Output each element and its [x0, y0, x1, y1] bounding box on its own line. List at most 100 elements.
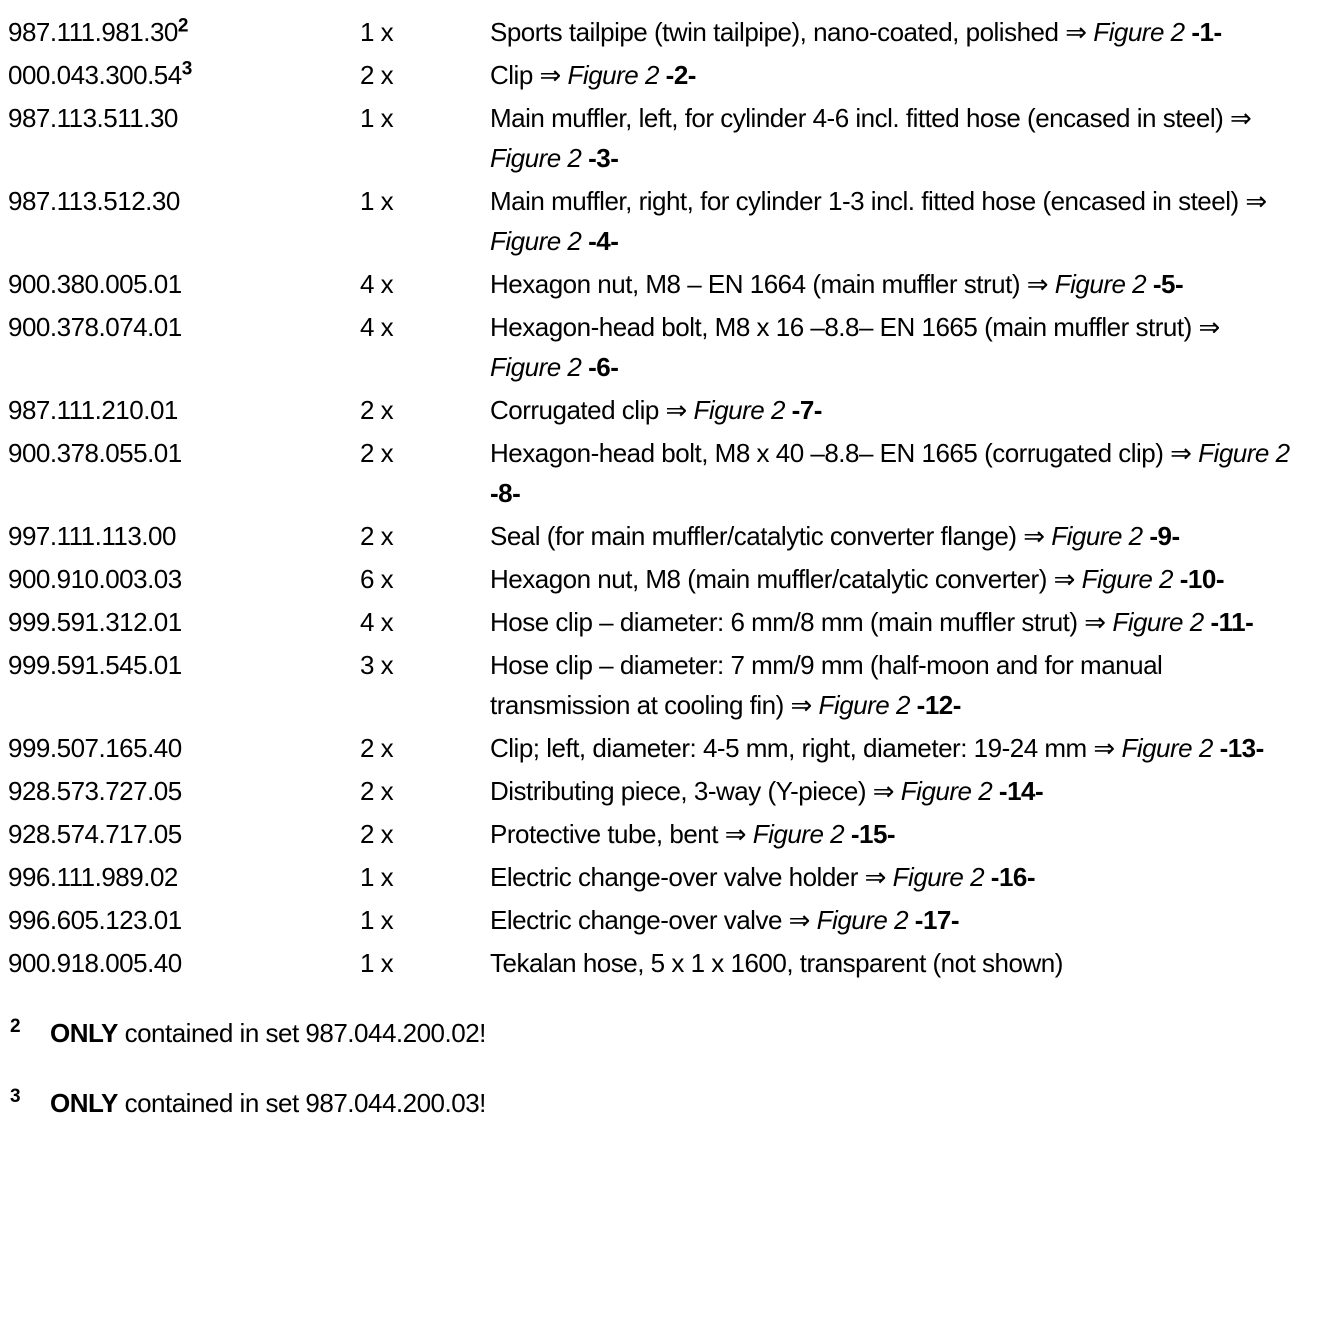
- double-arrow-icon: ⇒: [781, 905, 817, 935]
- figure-reference: Figure 2: [752, 819, 845, 849]
- double-arrow-icon: ⇒: [717, 819, 753, 849]
- double-arrow-icon: ⇒: [1163, 438, 1199, 468]
- figure-reference: Figure 2: [490, 143, 582, 173]
- part-number: 928.574.717.05: [8, 819, 182, 849]
- table-row: 900.910.003.03 6 x Hexagon nut, M8 (main…: [8, 559, 1296, 599]
- double-arrow-icon: ⇒: [857, 862, 893, 892]
- part-description: Hexagon-head bolt, M8 x 40 –8.8– EN 1665…: [490, 438, 1290, 508]
- quantity: 1 x: [360, 862, 394, 892]
- table-row: 987.111.210.01 2 x Corrugated clip ⇒ Fig…: [8, 390, 1296, 430]
- double-arrow-icon: ⇒: [1046, 564, 1082, 594]
- part-number: 900.378.055.01: [8, 438, 182, 468]
- figure-reference: Figure 2: [567, 60, 660, 90]
- figure-item-number: -7-: [791, 395, 823, 425]
- table-row: 900.380.005.01 4 x Hexagon nut, M8 – EN …: [8, 264, 1296, 304]
- figure-reference: Figure 2: [1051, 521, 1143, 551]
- figure-reference: Figure 2: [1112, 607, 1204, 637]
- part-description: Hexagon-head bolt, M8 x 16 –8.8– EN 1665…: [490, 312, 1220, 382]
- part-description: Protective tube, bent ⇒ Figure 2 -15-: [490, 819, 896, 849]
- table-row: 987.111.981.302 1 x Sports tailpipe (twi…: [8, 12, 1296, 52]
- part-description: Corrugated clip ⇒ Figure 2 -7-: [490, 395, 823, 425]
- double-arrow-icon: ⇒: [658, 395, 694, 425]
- table-row: 900.378.074.01 4 x Hexagon-head bolt, M8…: [8, 307, 1296, 387]
- part-number: 999.591.312.01: [8, 607, 182, 637]
- quantity: 2 x: [360, 819, 394, 849]
- part-number: 900.378.074.01: [8, 312, 182, 342]
- part-number: 928.573.727.05: [8, 776, 182, 806]
- figure-item-number: -8-: [490, 478, 521, 508]
- figure-item-number: -14-: [998, 776, 1044, 806]
- quantity: 6 x: [360, 564, 394, 594]
- part-number: 996.111.989.02: [8, 862, 178, 892]
- double-arrow-icon: ⇒: [532, 60, 568, 90]
- table-row: 999.591.545.01 3 x Hose clip – diameter:…: [8, 645, 1296, 725]
- quantity: 2 x: [360, 521, 394, 551]
- figure-item-number: -6-: [588, 352, 619, 382]
- figure-reference: Figure 2: [693, 395, 786, 425]
- double-arrow-icon: ⇒: [1191, 312, 1220, 342]
- figure-reference: Figure 2: [816, 905, 909, 935]
- part-description: Main muffler, left, for cylinder 4-6 inc…: [490, 103, 1252, 173]
- table-row: 987.113.511.30 1 x Main muffler, left, f…: [8, 98, 1296, 178]
- quantity: 3 x: [360, 650, 394, 680]
- part-number: 987.113.512.30: [8, 186, 180, 216]
- part-description: Tekalan hose, 5 x 1 x 1600, transparent …: [490, 948, 1063, 978]
- part-description: Sports tailpipe (twin tailpipe), nano-co…: [490, 17, 1222, 47]
- figure-reference: Figure 2: [1081, 564, 1174, 594]
- table-row: 999.591.312.01 4 x Hose clip – diameter:…: [8, 602, 1296, 642]
- figure-item-number: -9-: [1149, 521, 1180, 551]
- footnote-emphasis: ONLY: [50, 1018, 118, 1048]
- figure-reference: Figure 2: [818, 690, 911, 720]
- footnote-emphasis: ONLY: [50, 1088, 118, 1118]
- part-number: 997.111.113.00: [8, 521, 176, 551]
- quantity: 1 x: [360, 103, 394, 133]
- figure-reference: Figure 2: [1198, 438, 1290, 468]
- table-row: 900.918.005.40 1 x Tekalan hose, 5 x 1 x…: [8, 943, 1296, 983]
- quantity: 1 x: [360, 948, 394, 978]
- double-arrow-icon: ⇒: [1223, 103, 1252, 133]
- figure-reference: Figure 2: [490, 352, 582, 382]
- table-row: 000.043.300.543 2 x Clip ⇒ Figure 2 -2-: [8, 55, 1296, 95]
- part-number: 000.043.300.543: [8, 58, 192, 90]
- double-arrow-icon: ⇒: [1077, 607, 1113, 637]
- part-description: Hose clip – diameter: 6 mm/8 mm (main mu…: [490, 607, 1254, 637]
- figure-reference: Figure 2: [1121, 733, 1213, 763]
- figure-item-number: -3-: [588, 143, 619, 173]
- table-row: 996.111.989.02 1 x Electric change-over …: [8, 857, 1296, 897]
- part-description: Electric change-over valve ⇒ Figure 2 -1…: [490, 905, 960, 935]
- part-description: Hexagon nut, M8 – EN 1664 (main muffler …: [490, 269, 1184, 299]
- figure-item-number: -15-: [850, 819, 896, 849]
- figure-item-number: -17-: [914, 905, 960, 935]
- double-arrow-icon: ⇒: [866, 776, 901, 806]
- part-description: Seal (for main muffler/catalytic convert…: [490, 521, 1180, 551]
- part-number: 999.591.545.01: [8, 650, 182, 680]
- footnote: 3 ONLY contained in set 987.044.200.03!: [10, 1086, 487, 1118]
- figure-item-number: -5-: [1152, 269, 1184, 299]
- figure-item-number: -10-: [1179, 564, 1225, 594]
- part-number: 999.507.165.40: [8, 733, 182, 763]
- double-arrow-icon: ⇒: [1020, 269, 1055, 299]
- part-number: 900.918.005.40: [8, 948, 182, 978]
- part-number: 987.111.981.302: [8, 15, 188, 47]
- figure-item-number: -11-: [1210, 607, 1254, 637]
- part-description: Hose clip – diameter: 7 mm/9 mm (half-mo…: [490, 650, 1163, 720]
- quantity: 1 x: [360, 186, 394, 216]
- figure-item-number: -1-: [1191, 17, 1222, 47]
- double-arrow-icon: ⇒: [1016, 521, 1052, 551]
- figure-reference: Figure 2: [1093, 17, 1185, 47]
- table-row: 999.507.165.40 2 x Clip; left, diameter:…: [8, 728, 1296, 768]
- table-row: 928.574.717.05 2 x Protective tube, bent…: [8, 814, 1296, 854]
- part-description: Hexagon nut, M8 (main muffler/catalytic …: [490, 564, 1225, 594]
- part-number: 900.910.003.03: [8, 564, 182, 594]
- quantity: 2 x: [360, 438, 394, 468]
- parts-table: 987.111.981.302 1 x Sports tailpipe (twi…: [8, 12, 1296, 983]
- part-number: 996.605.123.01: [8, 905, 182, 935]
- quantity: 2 x: [360, 776, 394, 806]
- figure-item-number: -16-: [990, 862, 1036, 892]
- double-arrow-icon: ⇒: [783, 690, 819, 720]
- figure-item-number: -4-: [588, 226, 619, 256]
- figure-reference: Figure 2: [490, 226, 582, 256]
- footnote-text: contained in set 987.044.200.03!: [124, 1088, 487, 1118]
- part-number: 987.113.511.30: [8, 103, 178, 133]
